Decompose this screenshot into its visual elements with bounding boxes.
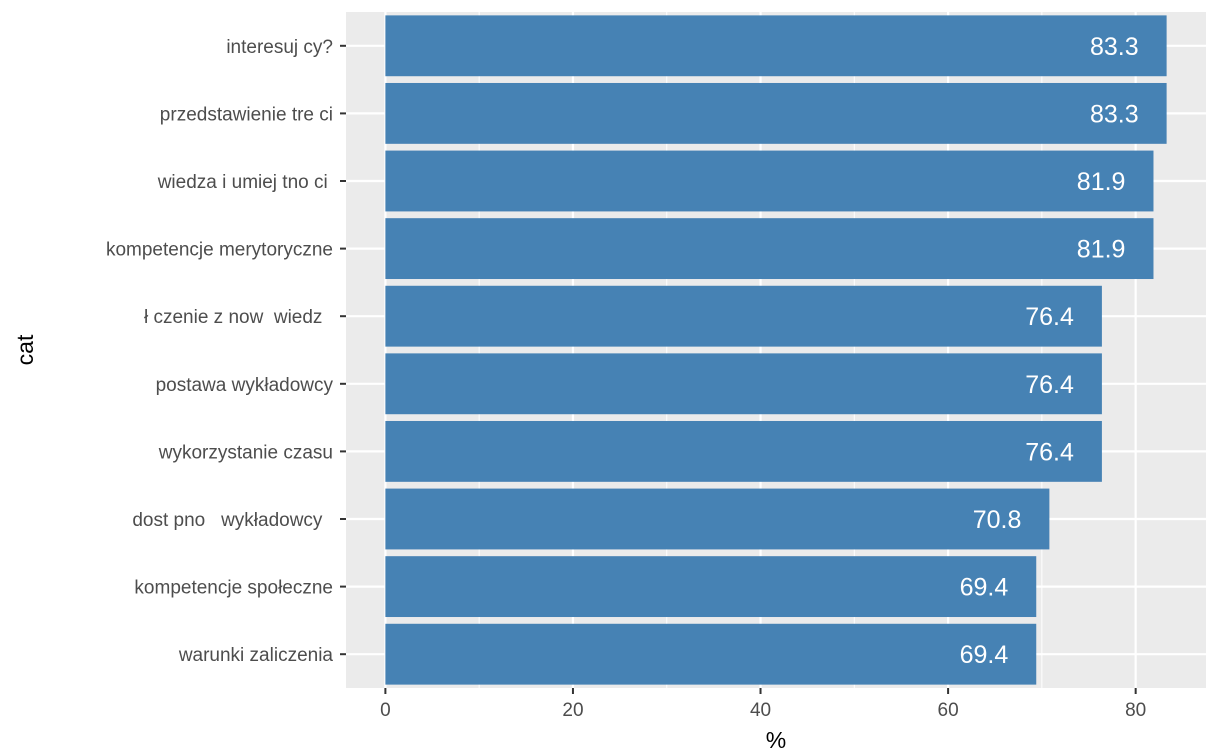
bar: [385, 150, 1154, 212]
bar-value-label: 83.3: [1090, 100, 1139, 128]
y-tick-label: kompetencje społeczne: [134, 578, 333, 599]
y-tick-label: wykorzystanie czasu: [158, 442, 333, 463]
bar-value-label: 76.4: [1025, 438, 1074, 466]
x-tick-label: 40: [750, 700, 771, 721]
bar: [385, 556, 1037, 618]
x-tick-label: 60: [938, 700, 959, 721]
y-tick-label: interesuj cy?: [226, 37, 333, 58]
y-axis-title: cat: [12, 334, 38, 365]
x-tick-label: 20: [562, 700, 583, 721]
y-tick-label: wiedza i umiej tno ci: [157, 172, 333, 193]
y-tick-label: warunki zaliczenia: [178, 645, 334, 666]
bar-value-label: 81.9: [1077, 236, 1126, 264]
bar: [385, 420, 1102, 482]
bar-value-label: 69.4: [960, 641, 1009, 669]
x-axis: 0 20 40 60 80: [380, 688, 1146, 721]
y-axis: interesuj cy? przedstawienie tre ci wiedza…: [106, 37, 346, 666]
bar: [385, 285, 1102, 347]
bar: [385, 353, 1102, 415]
y-tick-label: kompetencje merytoryczne: [106, 240, 333, 261]
bar: [385, 15, 1167, 77]
y-tick-label: dost pno wykładowcy: [132, 510, 333, 531]
bar-value-label: 70.8: [973, 506, 1022, 534]
y-tick-label: przedstawienie tre ci: [160, 104, 333, 125]
bar: [385, 488, 1050, 550]
bar-value-label: 83.3: [1090, 33, 1139, 61]
bar: [385, 623, 1037, 685]
bars: [385, 15, 1167, 685]
bar-value-label: 69.4: [960, 574, 1009, 602]
y-tick-label: postawa wykładowcy: [156, 375, 334, 396]
x-axis-title: %: [766, 727, 786, 753]
bar-value-label: 81.9: [1077, 168, 1126, 196]
y-tick-label: ł czenie z now wiedz: [144, 307, 333, 328]
bar: [385, 218, 1154, 280]
x-tick-label: 0: [380, 700, 391, 721]
bar-value-labels: 83.3 83.3 81.9 81.9 76.4 76.4 76.4 70.8 69.4 69.4: [960, 33, 1139, 669]
x-tick-label: 80: [1125, 700, 1146, 721]
bar-value-label: 76.4: [1025, 303, 1074, 331]
bar: [385, 82, 1167, 144]
bar-value-label: 76.4: [1025, 371, 1074, 399]
